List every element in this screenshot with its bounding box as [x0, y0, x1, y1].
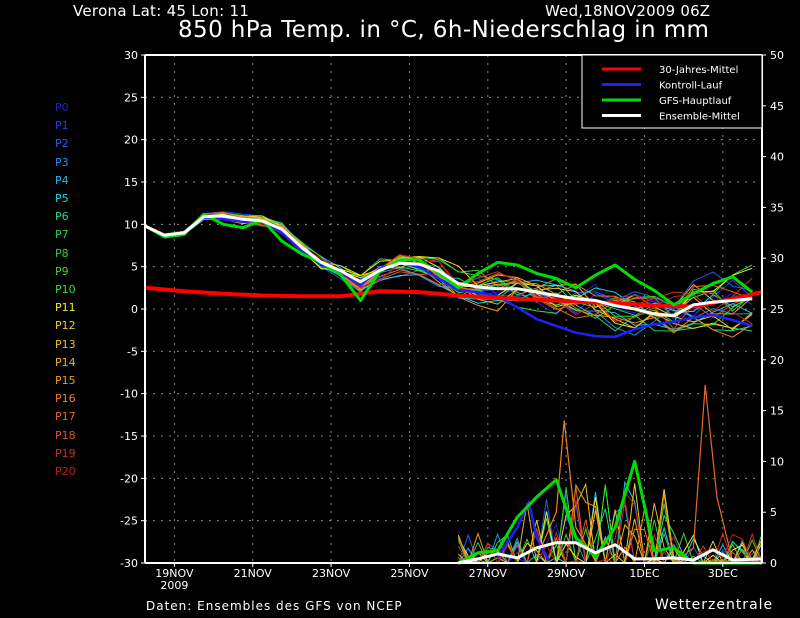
member-label: P9 [55, 264, 69, 278]
location-label: Verona Lat: 45 Lon: 11 [73, 2, 250, 20]
member-label: P4 [55, 173, 69, 187]
y-tick-label-left: -25 [120, 515, 138, 528]
y-tick-label-right: 20 [770, 354, 784, 367]
y-tick-label-left: 20 [124, 134, 138, 147]
y-tick-label-left: 10 [124, 218, 138, 231]
y-tick-label-left: 15 [124, 176, 138, 189]
member-label: P2 [55, 137, 69, 151]
chart-legend: 30-Jahres-Mittel Kontroll-Lauf GFS-Hauptla… [581, 54, 763, 129]
y-tick-label-left: -15 [120, 430, 138, 443]
member-label: P11 [55, 301, 76, 315]
y-tick-label-left: -5 [127, 345, 138, 358]
y-tick-label-left: -30 [120, 557, 138, 570]
x-tick-sublabel: 2009 [160, 579, 188, 592]
ensemble-mittel-niederschlag-line [458, 541, 763, 565]
member-label: P7 [55, 228, 69, 242]
30-jahres-mittel-line [144, 285, 763, 309]
p16-niederschlag-max-line [536, 420, 597, 562]
y-tick-label-right: 50 [770, 49, 784, 62]
member-label: P5 [55, 192, 69, 205]
member-label: P18 [55, 428, 76, 442]
legend-label: GFS-Hauptlauf [659, 96, 732, 107]
member-label: P0 [55, 101, 69, 114]
ensemble-mittel-line [144, 214, 753, 318]
member-label: P8 [55, 246, 69, 260]
member-precip-line [457, 499, 763, 565]
y-tick-label-right: 5 [770, 506, 777, 519]
member-label: P15 [55, 374, 76, 387]
member-label: P14 [55, 355, 76, 369]
member-label: P19 [55, 446, 76, 460]
y-tick-label-right: 30 [770, 252, 784, 265]
y-tick-label-left: 5 [131, 261, 138, 274]
member-label: P16 [55, 392, 76, 406]
member-temp-line [144, 215, 753, 329]
axes: 302520151050-5-10-15-20-25-3050454035302… [120, 49, 784, 592]
x-tick-label: 27NOV [469, 567, 508, 580]
x-tick-label: 19NOV [155, 567, 194, 580]
member-label: P3 [55, 155, 69, 169]
y-tick-label-left: 30 [124, 49, 138, 62]
legend-label: Ensemble-Mittel [659, 112, 740, 123]
y-tick-label-right: 10 [770, 455, 784, 468]
y-tick-label-left: -20 [120, 472, 138, 485]
legend-label: Kontroll-Lauf [659, 81, 723, 92]
x-tick-label: 23NOV [312, 567, 351, 580]
ensemble-members [144, 211, 763, 565]
member-temp-line [144, 216, 753, 325]
x-tick-label: 3DEC [708, 567, 738, 580]
kontroll-lauf-line [144, 216, 753, 339]
member-temp-line [144, 214, 753, 338]
y-tick-label-left: 25 [124, 91, 138, 104]
kontroll-lauf-niederschlag-line [496, 500, 550, 561]
x-tick-label: 21NOV [234, 567, 273, 580]
p17-niederschlag-max-line [673, 384, 763, 564]
main-series [144, 212, 763, 565]
run-timestamp: Wed,18NOV2009 06Z [545, 2, 711, 20]
chart-title: 850 hPa Temp. in °C, 6h-Niederschlag in … [178, 17, 710, 43]
y-tick-label-right: 35 [770, 201, 784, 214]
gfs-hauptlauf-line [144, 212, 754, 307]
data-source-note: Daten: Ensembles des GFS von NCEP [146, 599, 403, 613]
brand-label: Wetterzentrale [655, 597, 774, 613]
member-label: P1 [55, 119, 69, 133]
y-tick-label-left: 0 [131, 303, 138, 316]
member-temp-line [144, 213, 753, 330]
y-tick-label-right: 15 [770, 405, 784, 418]
x-tick-label: 25NOV [390, 567, 429, 580]
member-label: P10 [55, 283, 76, 296]
member-label: P12 [55, 319, 76, 333]
member-label: P13 [55, 337, 76, 351]
y-tick-label-right: 45 [770, 100, 784, 113]
x-tick-label: 1DEC [629, 567, 659, 580]
legend-label: 30-Jahres-Mittel [659, 65, 738, 76]
y-tick-label-right: 25 [770, 303, 784, 316]
y-tick-label-right: 0 [770, 557, 777, 570]
member-label: P20 [55, 465, 76, 478]
member-label: P17 [55, 410, 76, 424]
member-label: P6 [55, 210, 69, 224]
y-tick-label-right: 40 [770, 151, 784, 164]
y-tick-label-left: -10 [120, 388, 138, 401]
x-tick-label: 29NOV [547, 567, 586, 580]
